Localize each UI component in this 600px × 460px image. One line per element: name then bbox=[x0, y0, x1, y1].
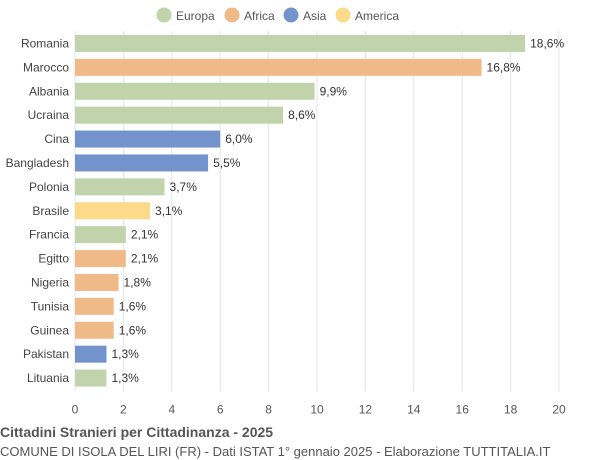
bar bbox=[75, 178, 165, 196]
data-label: 9,9% bbox=[320, 84, 348, 98]
x-tick-label: 12 bbox=[359, 403, 373, 417]
bar bbox=[75, 226, 126, 244]
category-label: Francia bbox=[29, 228, 69, 242]
data-label: 6,0% bbox=[225, 132, 253, 146]
chart-title: Cittadini Stranieri per Cittadinanza - 2… bbox=[0, 424, 274, 440]
bar bbox=[75, 106, 284, 124]
x-tick-label: 20 bbox=[552, 403, 566, 417]
category-label: Marocco bbox=[23, 60, 69, 74]
chart-subtitle: COMUNE DI ISOLA DEL LIRI (FR) - Dati IST… bbox=[0, 444, 551, 459]
x-tick-label: 0 bbox=[72, 403, 79, 417]
category-label: Tunisia bbox=[31, 299, 70, 313]
category-label: Albania bbox=[29, 84, 69, 98]
bar bbox=[75, 273, 119, 291]
category-label: Polonia bbox=[29, 180, 69, 194]
data-label: 1,6% bbox=[119, 323, 147, 337]
category-label: Lituania bbox=[27, 371, 69, 385]
data-label: 3,7% bbox=[170, 180, 198, 194]
data-label: 18,6% bbox=[530, 36, 564, 50]
legend-marker bbox=[156, 7, 172, 23]
bar bbox=[75, 321, 114, 339]
legend-label: Europa bbox=[176, 9, 215, 23]
data-label: 1,6% bbox=[119, 299, 147, 313]
bar bbox=[75, 297, 114, 315]
bar bbox=[75, 202, 151, 220]
data-label: 2,1% bbox=[131, 252, 159, 266]
category-label: Brasile bbox=[32, 204, 69, 218]
x-tick-label: 2 bbox=[120, 403, 127, 417]
x-tick-label: 4 bbox=[168, 403, 175, 417]
data-label: 3,1% bbox=[155, 204, 183, 218]
data-label: 2,1% bbox=[131, 228, 159, 242]
category-label: Cina bbox=[44, 132, 69, 146]
bar bbox=[75, 82, 315, 100]
legend-label: Africa bbox=[244, 9, 275, 23]
bar bbox=[75, 34, 526, 52]
category-label: Bangladesh bbox=[6, 156, 69, 170]
x-tick-label: 10 bbox=[310, 403, 324, 417]
x-tick-label: 6 bbox=[217, 403, 224, 417]
bar bbox=[75, 58, 482, 76]
data-label: 1,3% bbox=[111, 347, 139, 361]
x-tick-label: 18 bbox=[504, 403, 518, 417]
category-label: Romania bbox=[21, 36, 69, 50]
data-label: 8,6% bbox=[288, 108, 316, 122]
category-label: Guinea bbox=[30, 323, 69, 337]
x-tick-label: 14 bbox=[407, 403, 421, 417]
bar bbox=[75, 250, 126, 268]
data-label: 5,5% bbox=[213, 156, 241, 170]
category-label: Nigeria bbox=[31, 275, 69, 289]
bar bbox=[75, 154, 209, 172]
x-tick-label: 8 bbox=[265, 403, 272, 417]
legend-label: Asia bbox=[303, 9, 327, 23]
legend-marker bbox=[283, 7, 299, 23]
x-tick-label: 16 bbox=[456, 403, 470, 417]
bar bbox=[75, 369, 107, 387]
bar bbox=[75, 345, 107, 363]
data-label: 16,8% bbox=[487, 60, 521, 74]
legend-label: America bbox=[355, 9, 399, 23]
bar-chart: 0 2 4 6 8 10 12 14 16 18 20 Romania 18,6% Marocco 16,8… bbox=[6, 7, 566, 417]
legend-marker bbox=[224, 7, 240, 23]
data-label: 1,3% bbox=[111, 371, 139, 385]
category-label: Egitto bbox=[38, 252, 69, 266]
category-label: Pakistan bbox=[23, 347, 69, 361]
data-label: 1,8% bbox=[124, 275, 152, 289]
legend-marker bbox=[335, 7, 351, 23]
bar bbox=[75, 130, 221, 148]
category-label: Ucraina bbox=[28, 108, 70, 122]
